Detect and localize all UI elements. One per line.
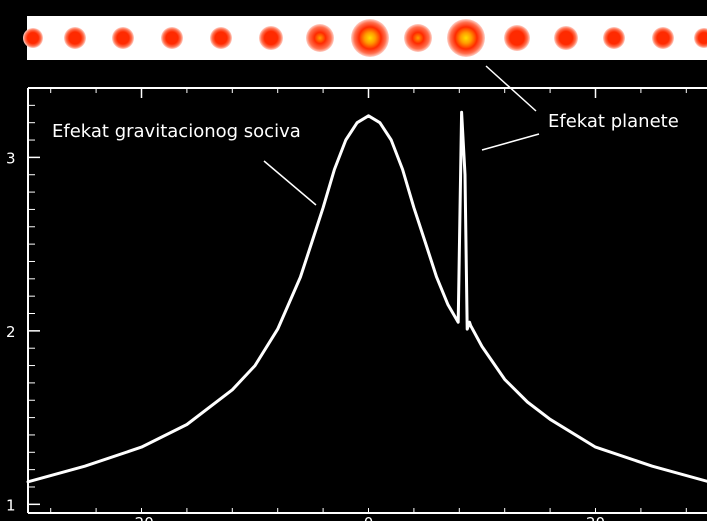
light-curve [26, 110, 707, 484]
annotations: Efekat gravitacionog sociva Efekat plane… [52, 65, 679, 206]
star-disk [404, 24, 432, 52]
planet-pointer-curve [481, 133, 540, 151]
y-tick-label: 3 [6, 149, 16, 167]
star-disk [652, 27, 674, 49]
y-tick-label: 1 [6, 496, 16, 514]
x-tick-labels: -20 0 20 [129, 88, 605, 521]
x-minor-ticks [50, 88, 687, 513]
plot-area: -20 0 20 1 2 3 [6, 87, 707, 521]
y-tick-label: 2 [6, 323, 16, 341]
star-disk [112, 27, 134, 49]
x-tick-label: 20 [586, 514, 605, 521]
star-disk [161, 27, 183, 49]
lensing-pointer [263, 160, 317, 206]
star-disk [504, 25, 530, 51]
y-tick-labels: 1 2 3 [6, 149, 40, 514]
y-minor-ticks [28, 104, 35, 488]
star-disk [23, 28, 43, 48]
planet-pointer-strip [485, 65, 537, 112]
star-disk [64, 27, 86, 49]
x-tick-label: 0 [364, 514, 374, 521]
planet-annotation: Efekat planete [548, 111, 679, 132]
star-disk [447, 19, 485, 57]
star-disk [351, 19, 389, 57]
lensing-annotation: Efekat gravitacionog sociva [52, 121, 301, 142]
star-disk [306, 24, 334, 52]
star-disk [554, 26, 578, 50]
star-disk [603, 27, 625, 49]
strip-disks [23, 19, 707, 57]
star-disk [694, 28, 707, 48]
star-disk [259, 26, 283, 50]
x-tick-label: -20 [129, 514, 154, 521]
star-disk [210, 27, 232, 49]
star-brightness-strip [23, 16, 707, 60]
